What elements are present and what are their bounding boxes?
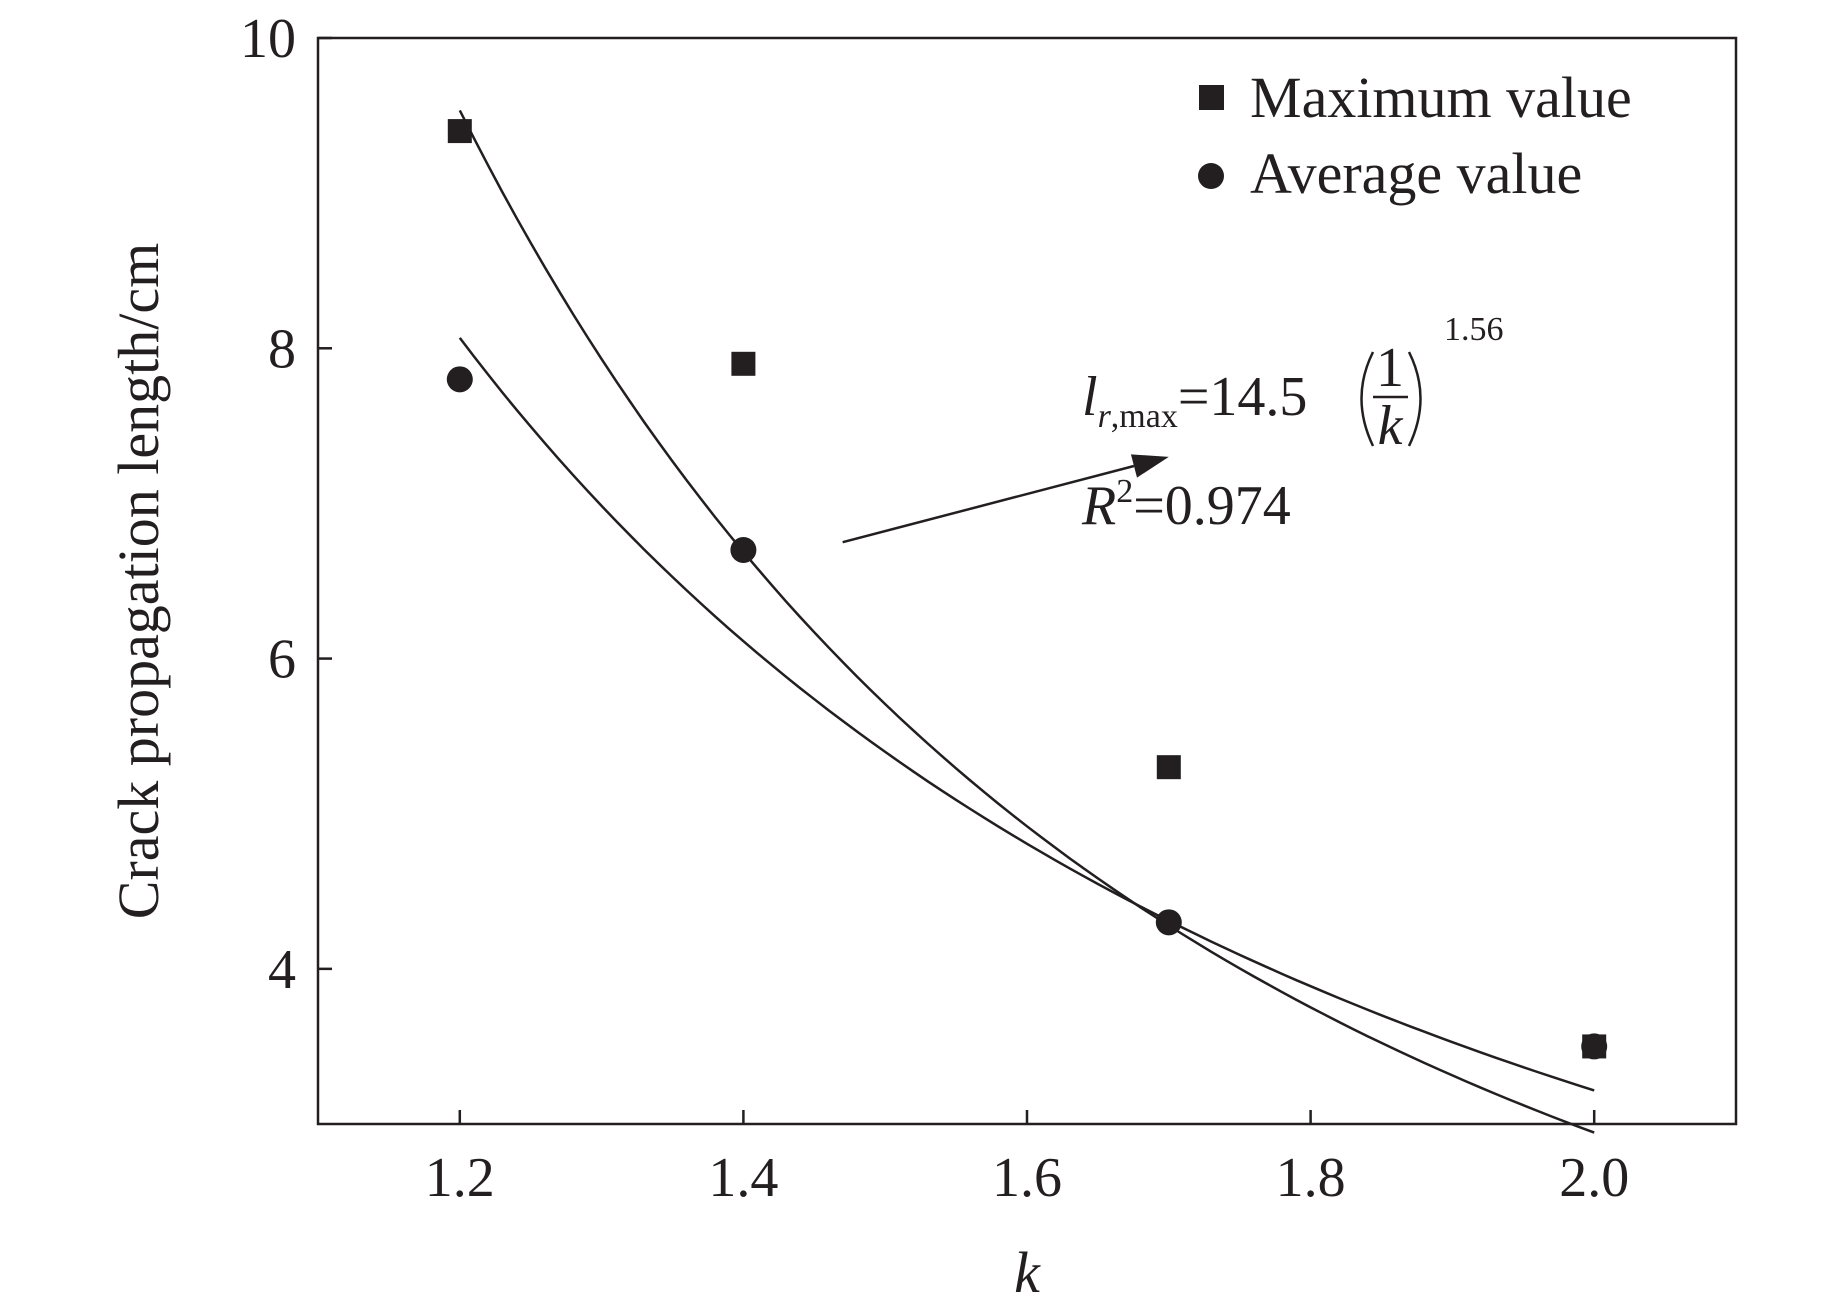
- x-axis-ticks: 1.2 1.4 1.6 1.8 2.0: [425, 1110, 1629, 1209]
- x-tick-label: 2.0: [1559, 1147, 1629, 1209]
- legend-label-average: Average value: [1250, 141, 1582, 206]
- fit-equation-annotation: lr,max=14.5 1 k 1.56 R2=0.974: [842, 311, 1504, 544]
- arrow-shaft: [842, 464, 1135, 544]
- fit-curve-maximum: [458, 109, 1595, 1134]
- data-point-average: [1155, 909, 1182, 936]
- paren-right: [1407, 351, 1422, 447]
- x-tick-label: 1.4: [708, 1147, 778, 1209]
- legend-marker-circle: [1198, 163, 1224, 189]
- annotation-arrow: [842, 454, 1169, 544]
- paren-left: [1360, 351, 1375, 447]
- equation-lhs: lr,max=14.5: [1082, 366, 1307, 435]
- arrow-head: [1130, 454, 1169, 478]
- y-tick-label: 6: [268, 629, 296, 691]
- data-point-average: [730, 536, 757, 563]
- legend: Maximum value Average value: [1198, 65, 1632, 206]
- fraction-numerator: 1: [1376, 337, 1404, 399]
- equation-exponent: 1.56: [1444, 311, 1504, 348]
- legend-label-maximum: Maximum value: [1250, 65, 1632, 130]
- fit-curves: [458, 109, 1595, 1134]
- data-point-maximum: [1156, 755, 1181, 780]
- x-tick-label: 1.2: [425, 1147, 495, 1209]
- x-axis-label: k: [1014, 1240, 1041, 1305]
- y-tick-label: 10: [240, 8, 296, 70]
- y-tick-label: 8: [268, 318, 296, 380]
- y-axis-label: Crack propagation length/cm: [106, 243, 171, 919]
- legend-marker-square: [1199, 85, 1224, 110]
- x-tick-label: 1.6: [992, 1147, 1062, 1209]
- x-tick-label: 1.8: [1276, 1147, 1346, 1209]
- data-point-maximum: [731, 351, 756, 376]
- y-axis-ticks: 4 6 8 10: [240, 8, 332, 1001]
- fit-curve-average: [458, 337, 1595, 1092]
- r-squared: R2=0.974: [1081, 473, 1291, 537]
- data-points: [446, 119, 1608, 1060]
- y-tick-label: 4: [268, 939, 296, 1001]
- fraction-denominator: k: [1378, 395, 1404, 457]
- data-point-average: [1581, 1033, 1608, 1060]
- data-point-maximum: [447, 119, 472, 144]
- data-point-average: [446, 366, 473, 393]
